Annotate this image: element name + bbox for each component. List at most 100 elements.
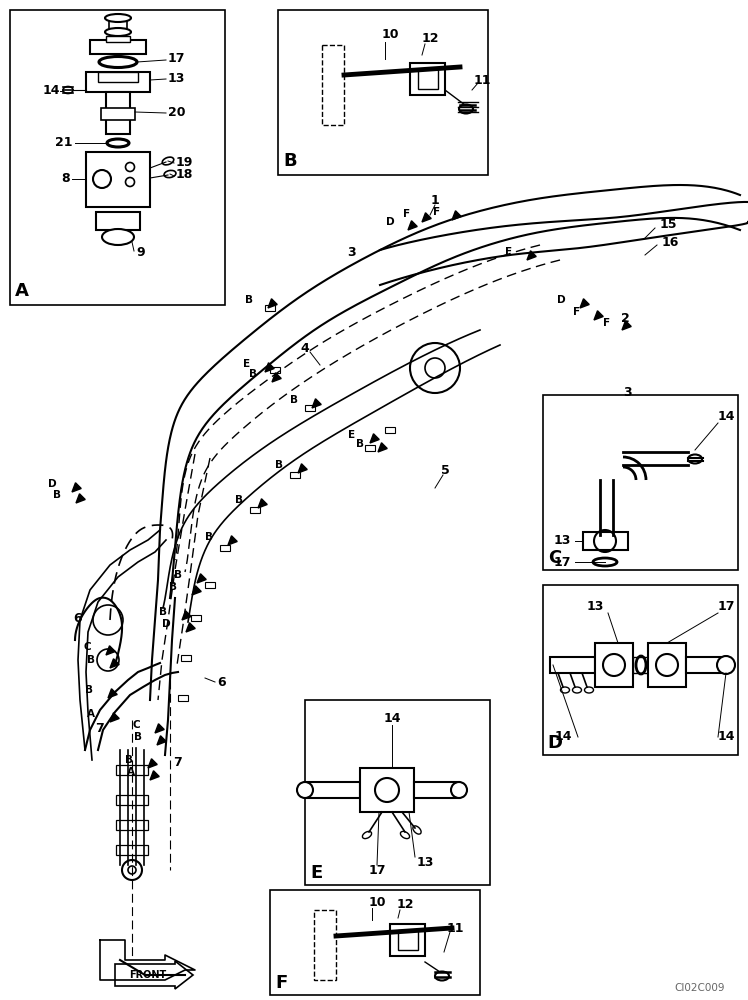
Polygon shape [228, 536, 237, 545]
Polygon shape [258, 499, 267, 508]
Polygon shape [76, 494, 85, 503]
Ellipse shape [400, 831, 410, 839]
Bar [314, 910, 336, 980]
Text: 14: 14 [383, 712, 401, 724]
Bar [116, 765, 148, 775]
Ellipse shape [459, 104, 473, 113]
Text: 4: 4 [301, 342, 310, 355]
Text: 5: 5 [441, 464, 450, 477]
Bar [686, 657, 724, 673]
Polygon shape [155, 724, 165, 733]
Bar [86, 152, 150, 207]
Text: B: B [169, 582, 177, 592]
Text: B: B [134, 732, 142, 742]
Ellipse shape [105, 14, 131, 22]
Bar [290, 472, 300, 478]
Ellipse shape [717, 656, 735, 674]
Polygon shape [72, 483, 82, 492]
Polygon shape [186, 623, 195, 632]
Text: B: B [245, 295, 253, 305]
Text: 17: 17 [554, 556, 571, 568]
Text: 15: 15 [659, 219, 677, 232]
Text: D: D [162, 619, 171, 629]
Text: 12: 12 [396, 898, 414, 912]
Bar [90, 40, 146, 54]
Ellipse shape [413, 826, 421, 834]
Bar [116, 795, 148, 805]
Bar [322, 45, 344, 125]
Polygon shape [370, 434, 379, 443]
Polygon shape [452, 211, 462, 220]
Text: D: D [557, 295, 566, 305]
Ellipse shape [102, 229, 134, 245]
Text: 2: 2 [621, 312, 629, 324]
Polygon shape [272, 373, 281, 382]
Text: 3: 3 [348, 245, 356, 258]
Text: 17: 17 [368, 864, 386, 878]
Text: CI02C009: CI02C009 [675, 983, 726, 993]
Ellipse shape [435, 972, 449, 980]
Text: 13: 13 [586, 600, 604, 613]
Text: 18: 18 [176, 168, 194, 182]
Text: B: B [125, 755, 133, 765]
Text: B: B [87, 655, 95, 665]
Bar [106, 36, 130, 42]
Bar [414, 782, 459, 798]
Polygon shape [110, 713, 119, 722]
Bar [418, 69, 438, 89]
Bar [633, 657, 648, 673]
Ellipse shape [688, 454, 702, 464]
Text: B: B [249, 369, 257, 379]
Text: 13: 13 [554, 534, 571, 548]
Text: 14: 14 [717, 410, 735, 424]
Polygon shape [378, 443, 387, 452]
Bar [10, 10, 225, 305]
Text: F: F [433, 207, 440, 217]
Text: F: F [276, 974, 288, 992]
Ellipse shape [297, 782, 313, 798]
Text: 7: 7 [96, 722, 105, 734]
Text: 10: 10 [368, 896, 386, 908]
Bar [278, 10, 488, 175]
Text: A: A [127, 767, 135, 777]
Polygon shape [527, 251, 536, 260]
Polygon shape [157, 736, 166, 745]
Bar [106, 92, 130, 134]
Text: 19: 19 [176, 155, 194, 168]
Ellipse shape [363, 831, 372, 839]
Text: 8: 8 [61, 172, 70, 186]
Text: 11: 11 [447, 922, 464, 934]
Text: B: B [283, 152, 297, 170]
Polygon shape [265, 363, 275, 372]
Text: 20: 20 [168, 105, 186, 118]
Bar [250, 507, 260, 513]
Text: 14: 14 [554, 730, 571, 744]
Bar [305, 700, 490, 885]
Text: A: A [87, 709, 95, 719]
Polygon shape [268, 299, 278, 308]
Text: 16: 16 [661, 235, 678, 248]
Text: D: D [49, 479, 57, 489]
Bar [270, 367, 280, 373]
Ellipse shape [162, 157, 174, 165]
Polygon shape [150, 771, 159, 780]
Text: D: D [548, 734, 562, 752]
Text: 13: 13 [417, 856, 434, 869]
Bar [543, 585, 738, 755]
Text: 17: 17 [168, 52, 186, 66]
Bar [181, 655, 191, 661]
Bar [101, 108, 135, 120]
Polygon shape [108, 689, 117, 698]
Ellipse shape [451, 782, 467, 798]
Bar [270, 890, 480, 995]
Text: F: F [505, 247, 512, 257]
Text: A: A [15, 282, 29, 300]
Text: C: C [548, 549, 562, 567]
Text: E: E [243, 359, 250, 369]
Polygon shape [580, 299, 589, 308]
Bar [583, 532, 628, 550]
Ellipse shape [584, 687, 593, 693]
Polygon shape [182, 611, 191, 620]
Bar [116, 845, 148, 855]
Text: 1: 1 [431, 194, 439, 207]
